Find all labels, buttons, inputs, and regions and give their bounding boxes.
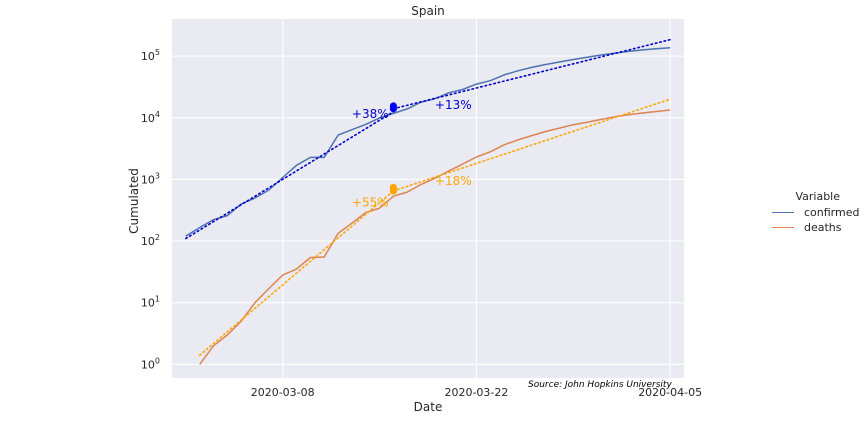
legend-label-deaths: deaths (804, 221, 842, 234)
growth-annotation: +18% (435, 174, 472, 188)
y-tick-label: 105 (141, 48, 160, 63)
legend-label-confirmed: confirmed (804, 206, 860, 219)
growth-annotation: +55% (352, 196, 389, 210)
plot-background (172, 19, 684, 378)
legend-title: Variable (795, 190, 841, 203)
x-tick-label: 2020-04-05 (638, 386, 702, 399)
legend-item-deaths: deaths (772, 220, 859, 235)
grid (172, 19, 684, 378)
y-tick-label: 102 (141, 233, 160, 248)
y-tick-labels: 100 101 102 103 104 105 (141, 48, 160, 371)
x-tick-label: 2020-03-08 (251, 386, 315, 399)
y-tick-label: 103 (141, 171, 160, 186)
y-tick-label: 101 (141, 295, 160, 310)
source-note: Source: John Hopkins University (528, 380, 672, 390)
x-tick-label: 2020-03-22 (444, 386, 508, 399)
legend-swatch-deaths (772, 227, 794, 228)
trend-line-confirmed (392, 38, 671, 110)
x-axis-label: Date (414, 400, 443, 414)
highlight-marker (389, 183, 398, 192)
legend-item-confirmed: confirmed (772, 205, 859, 220)
legend-swatch-confirmed (772, 212, 794, 213)
growth-annotation: +38% (352, 107, 389, 121)
annotation-layer: +38% +13% +55% +18% (352, 98, 472, 209)
highlight-marker (389, 102, 398, 110)
y-axis-label: Cumulated (127, 168, 141, 234)
marker-layer (389, 102, 398, 195)
trend-line-confirmed (185, 110, 395, 240)
x-tick-labels: 2020-03-08 2020-03-22 2020-04-05 (251, 386, 702, 399)
chart-title: Spain (411, 4, 445, 18)
trend-line-deaths (198, 190, 395, 357)
growth-annotation: +13% (435, 98, 472, 112)
trend-line-deaths (392, 98, 671, 192)
y-tick-label: 100 (141, 356, 160, 371)
series-line-deaths (199, 109, 671, 365)
legend: Variable confirmed deaths (772, 190, 859, 235)
trend-layer (185, 38, 671, 357)
y-tick-label: 104 (141, 110, 160, 125)
